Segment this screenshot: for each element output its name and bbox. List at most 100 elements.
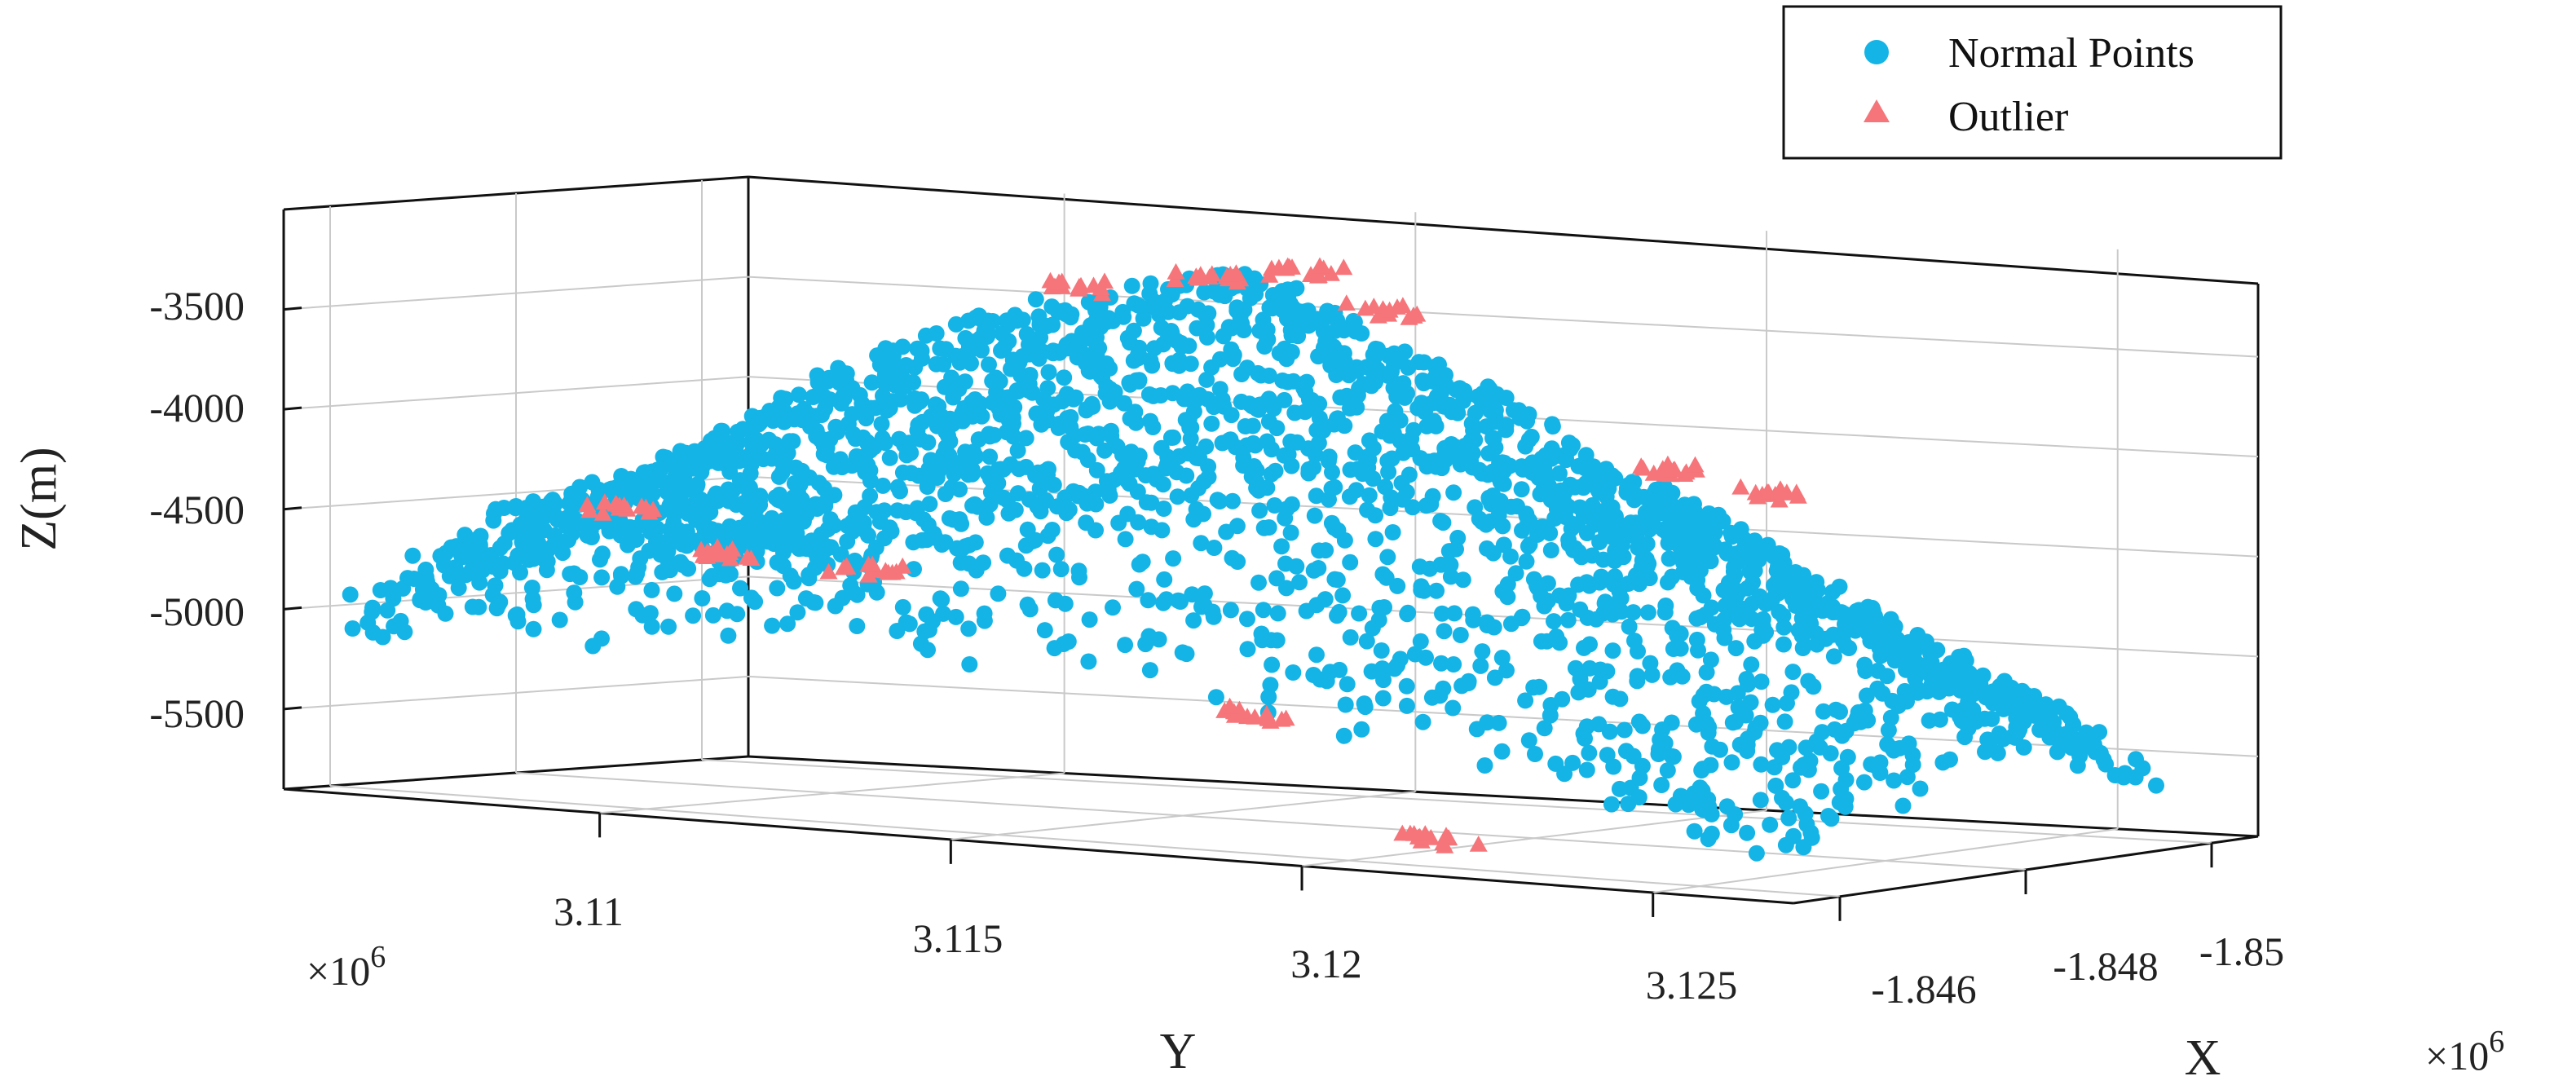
normal-point [2080,738,2097,755]
normal-point [1158,456,1176,474]
normal-point [1246,437,1264,454]
normal-point [1445,484,1462,501]
normal-point [1703,825,1720,842]
normal-point [1308,597,1325,614]
outlier-point [1302,266,1320,282]
normal-point [1943,678,1960,695]
normal-point [566,565,583,582]
normal-point [1613,603,1630,620]
normal-point [981,496,999,513]
normal-point [1909,627,1926,643]
outlier-point [835,558,853,576]
normal-point [1233,393,1250,410]
normal-point [1332,389,1349,406]
normal-point [1365,364,1382,382]
normal-point [1196,597,1213,614]
legend: Normal Points Outlier [1782,5,2283,160]
normal-point [849,618,866,634]
normal-point [976,605,993,622]
normal-point [1067,389,1084,406]
normal-point [862,399,880,417]
normal-point [643,581,660,598]
normal-point [1607,568,1623,585]
normal-point [1055,636,1072,652]
normal-point [1262,677,1279,694]
normal-point [947,608,964,625]
normal-point [851,386,868,404]
normal-point [1412,633,1429,650]
z-axis-label: Z(m) [11,447,67,550]
normal-point [554,545,571,562]
outlier-point [1225,707,1244,723]
normal-point [1348,482,1365,499]
normal-point [1798,816,1815,833]
normal-point [1153,320,1170,336]
normal-point [1308,646,1325,664]
normal-point [1653,777,1670,793]
normal-point [1606,553,1623,569]
normal-point [364,599,381,616]
normal-point [1754,611,1771,628]
normal-point [1398,697,1415,714]
normal-point [1529,526,1546,543]
normal-point [1787,564,1804,580]
normal-point [344,620,361,637]
normal-point [1406,646,1423,663]
normal-point [1277,509,1294,527]
normal-point [1355,376,1372,393]
normal-point [1700,541,1717,558]
normal-point [1647,481,1665,498]
normal-point [1824,604,1842,621]
normal-point [1758,541,1775,558]
normal-point [960,342,977,359]
normal-point [1128,580,1145,598]
normal-point [1060,434,1077,451]
tick-mark [283,406,302,411]
normal-point [937,419,955,436]
normal-point [612,566,629,583]
normal-point [1755,627,1771,644]
normal-point [1743,656,1760,673]
normal-point [1694,783,1711,800]
axes-box [282,175,2260,905]
normal-point [1490,507,1507,523]
normal-point [1775,636,1792,653]
normal-point [1912,780,1929,797]
normal-point [1452,627,1469,643]
normal-point [1405,421,1423,439]
normal-point [1009,485,1026,502]
outlier-point [1653,460,1672,476]
normal-point [1101,423,1118,440]
normal-point [1248,479,1265,496]
normal-point [855,521,872,538]
normal-point [1601,723,1618,740]
normal-point [1326,571,1343,588]
normal-point [654,563,671,580]
normal-point [1697,606,1714,623]
normal-point [1223,341,1240,358]
normal-point [1787,598,1804,614]
normal-point [666,585,683,602]
normal-point [1361,432,1378,449]
normal-point [471,574,488,591]
normal-point [1279,373,1296,390]
normal-point [1087,483,1104,501]
normal-point [1850,602,1868,619]
normal-point [1745,574,1762,591]
normal-point [1337,696,1354,713]
normal-point [2037,696,2054,713]
normal-point [801,570,818,587]
normal-point [1248,462,1265,479]
normal-point [839,518,856,534]
x-exponent-label: ×106 [2425,1025,2504,1078]
y-axis-label: Y [1160,1024,1197,1079]
normal-point [1195,505,1211,523]
normal-point [1776,713,1793,730]
legend-label-outlier: Outlier [1948,94,2068,140]
normal-point [1048,546,1065,563]
normal-point [1700,505,1718,522]
normal-point [1533,633,1550,650]
normal-point [1137,467,1154,484]
normal-point [1374,660,1391,677]
outlier-point [1393,824,1412,841]
